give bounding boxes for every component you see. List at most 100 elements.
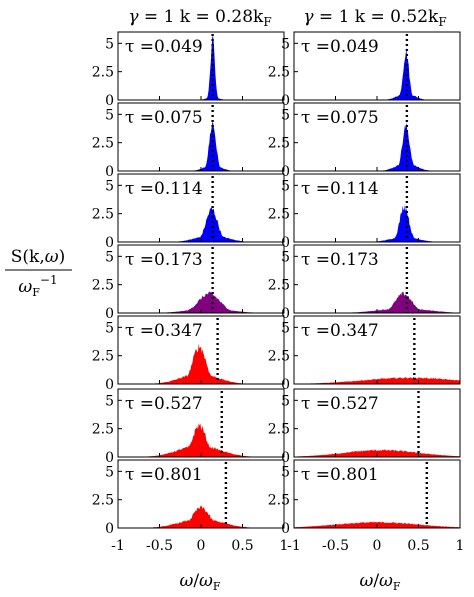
y-tick-label: 5: [281, 320, 290, 336]
y-tick-label: 5: [105, 464, 114, 480]
y-tick-label: 2.5: [268, 278, 290, 294]
tau-label: τ =0.114: [301, 179, 379, 199]
spectrum-area: [118, 206, 284, 242]
panel-r6-c0: 0 2.5 5 τ =0.801: [92, 459, 285, 537]
panel-r0-c0: 0 2.5 5 τ =0.049: [92, 31, 285, 109]
panel-r3-c1: 0 2.5 5 τ =0.173: [268, 244, 461, 322]
y-tick-label: 0: [105, 377, 114, 393]
panel-r0-c1: 0 2.5 5 τ =0.049: [268, 31, 461, 109]
x-tick-label: 0.5: [231, 538, 253, 554]
xlabel-left: ω/ωF: [179, 571, 220, 593]
x-tick-label: 1: [456, 538, 465, 554]
x-tick-label: 0: [373, 538, 382, 554]
column-titles: γ = 1 k = 0.28kF γ = 1 k = 0.52kF: [128, 7, 446, 29]
y-tick-label: 0: [281, 306, 290, 322]
panel-r2-c1: 0 2.5 5 τ =0.114: [268, 173, 461, 251]
y-tick-label: 5: [105, 178, 114, 194]
xlabel-right: ω/ωF: [359, 571, 400, 593]
panel-r3-c0: 0 2.5 5 τ =0.173: [92, 244, 285, 322]
y-tick-label: 2.5: [92, 65, 114, 81]
x-tick-label: 0: [197, 538, 206, 554]
y-tick-label: 0: [281, 377, 290, 393]
panel-r2-c0: 0 2.5 5 τ =0.114: [92, 173, 285, 251]
y-tick-label: 2.5: [268, 493, 290, 509]
y-tick-label: 5: [105, 249, 114, 265]
tau-label: τ =0.049: [125, 37, 203, 57]
y-tick-label: 0: [105, 521, 114, 537]
y-tick-label: 5: [281, 178, 290, 194]
tau-label: τ =0.347: [301, 321, 379, 341]
y-tick-label: 2.5: [92, 422, 114, 438]
spectrum-area: [118, 122, 284, 171]
y-tick-label: 2.5: [92, 493, 114, 509]
y-tick-label: 5: [105, 36, 114, 52]
ylabel-numerator: S(k,ω): [11, 247, 66, 267]
x-tick-label: -1: [111, 538, 125, 554]
tau-label: τ =0.049: [301, 37, 379, 57]
y-tick-label: 0: [281, 521, 290, 537]
spectrum-area: [118, 291, 284, 313]
panel-r4-c0: 0 2.5 5 τ =0.347: [92, 315, 285, 393]
y-tick-label: 0: [281, 93, 290, 109]
y-tick-label: 0: [105, 235, 114, 251]
spectrum-area: [118, 423, 284, 457]
y-tick-label: 2.5: [268, 65, 290, 81]
tau-label: τ =0.527: [125, 394, 203, 414]
panel-r4-c1: 0 2.5 5 τ =0.347: [268, 315, 461, 393]
panel-r1-c0: 0 2.5 5 τ =0.075: [92, 102, 285, 180]
panel-r1-c1: 0 2.5 5 τ =0.075: [268, 102, 461, 180]
y-tick-label: 5: [281, 393, 290, 409]
y-tick-label: 0: [281, 450, 290, 466]
x-tick-label: 1: [280, 538, 289, 554]
y-tick-label: 2.5: [92, 278, 114, 294]
y-tick-label: 2.5: [268, 207, 290, 223]
y-tick-label: 0: [105, 450, 114, 466]
spectrum-area: [118, 343, 284, 384]
tau-label: τ =0.173: [301, 250, 379, 270]
spectrum-area: [118, 505, 284, 528]
y-axis-label: S(k,ω) ωF−1: [5, 247, 72, 299]
tau-label: τ =0.173: [125, 250, 203, 270]
y-tick-label: 5: [105, 393, 114, 409]
panel-r5-c0: 0 2.5 5 τ =0.527: [92, 388, 285, 466]
panel-r5-c1: 0 2.5 5 τ =0.527: [268, 388, 461, 466]
y-tick-label: 2.5: [268, 349, 290, 365]
x-tick-label: 0.5: [407, 538, 429, 554]
y-tick-label: 5: [281, 249, 290, 265]
y-tick-label: 5: [281, 36, 290, 52]
y-tick-label: 2.5: [92, 207, 114, 223]
x-tick-label: -0.5: [146, 538, 173, 554]
x-axis-labels: ω/ωF ω/ωF: [179, 571, 400, 593]
x-tick-label: -1: [287, 538, 301, 554]
y-tick-label: 2.5: [268, 422, 290, 438]
spectrum-area: [294, 122, 460, 171]
y-tick-label: 2.5: [92, 349, 114, 365]
x-tick-label: -0.5: [322, 538, 349, 554]
y-tick-label: 0: [105, 164, 114, 180]
tau-label: τ =0.075: [301, 108, 379, 128]
y-tick-label: 0: [281, 235, 290, 251]
tau-label: τ =0.347: [125, 321, 203, 341]
y-tick-label: 0: [105, 306, 114, 322]
column-title-left: γ = 1 k = 0.28kF: [128, 7, 271, 29]
panel-r6-c1: 0 2.5 5 τ =0.801: [268, 459, 461, 537]
y-tick-label: 5: [281, 464, 290, 480]
tau-label: τ =0.075: [125, 108, 203, 128]
tau-label: τ =0.527: [301, 394, 379, 414]
column-title-right: γ = 1 k = 0.52kF: [303, 7, 446, 29]
y-tick-label: 5: [105, 107, 114, 123]
tau-label: τ =0.801: [125, 465, 203, 485]
y-tick-label: 0: [105, 93, 114, 109]
y-tick-label: 2.5: [92, 136, 114, 152]
spectrum-area: [294, 204, 460, 242]
tau-label: τ =0.801: [301, 465, 379, 485]
y-tick-label: 5: [281, 107, 290, 123]
y-tick-label: 5: [105, 320, 114, 336]
y-tick-label: 0: [281, 164, 290, 180]
y-tick-label: 2.5: [268, 136, 290, 152]
tau-label: τ =0.114: [125, 179, 203, 199]
x-tick-labels: -1 -0.5 0 0.5 1-1 -0.5 0 0.5 1: [111, 538, 464, 554]
ylabel-denominator: ωF−1: [18, 273, 57, 299]
